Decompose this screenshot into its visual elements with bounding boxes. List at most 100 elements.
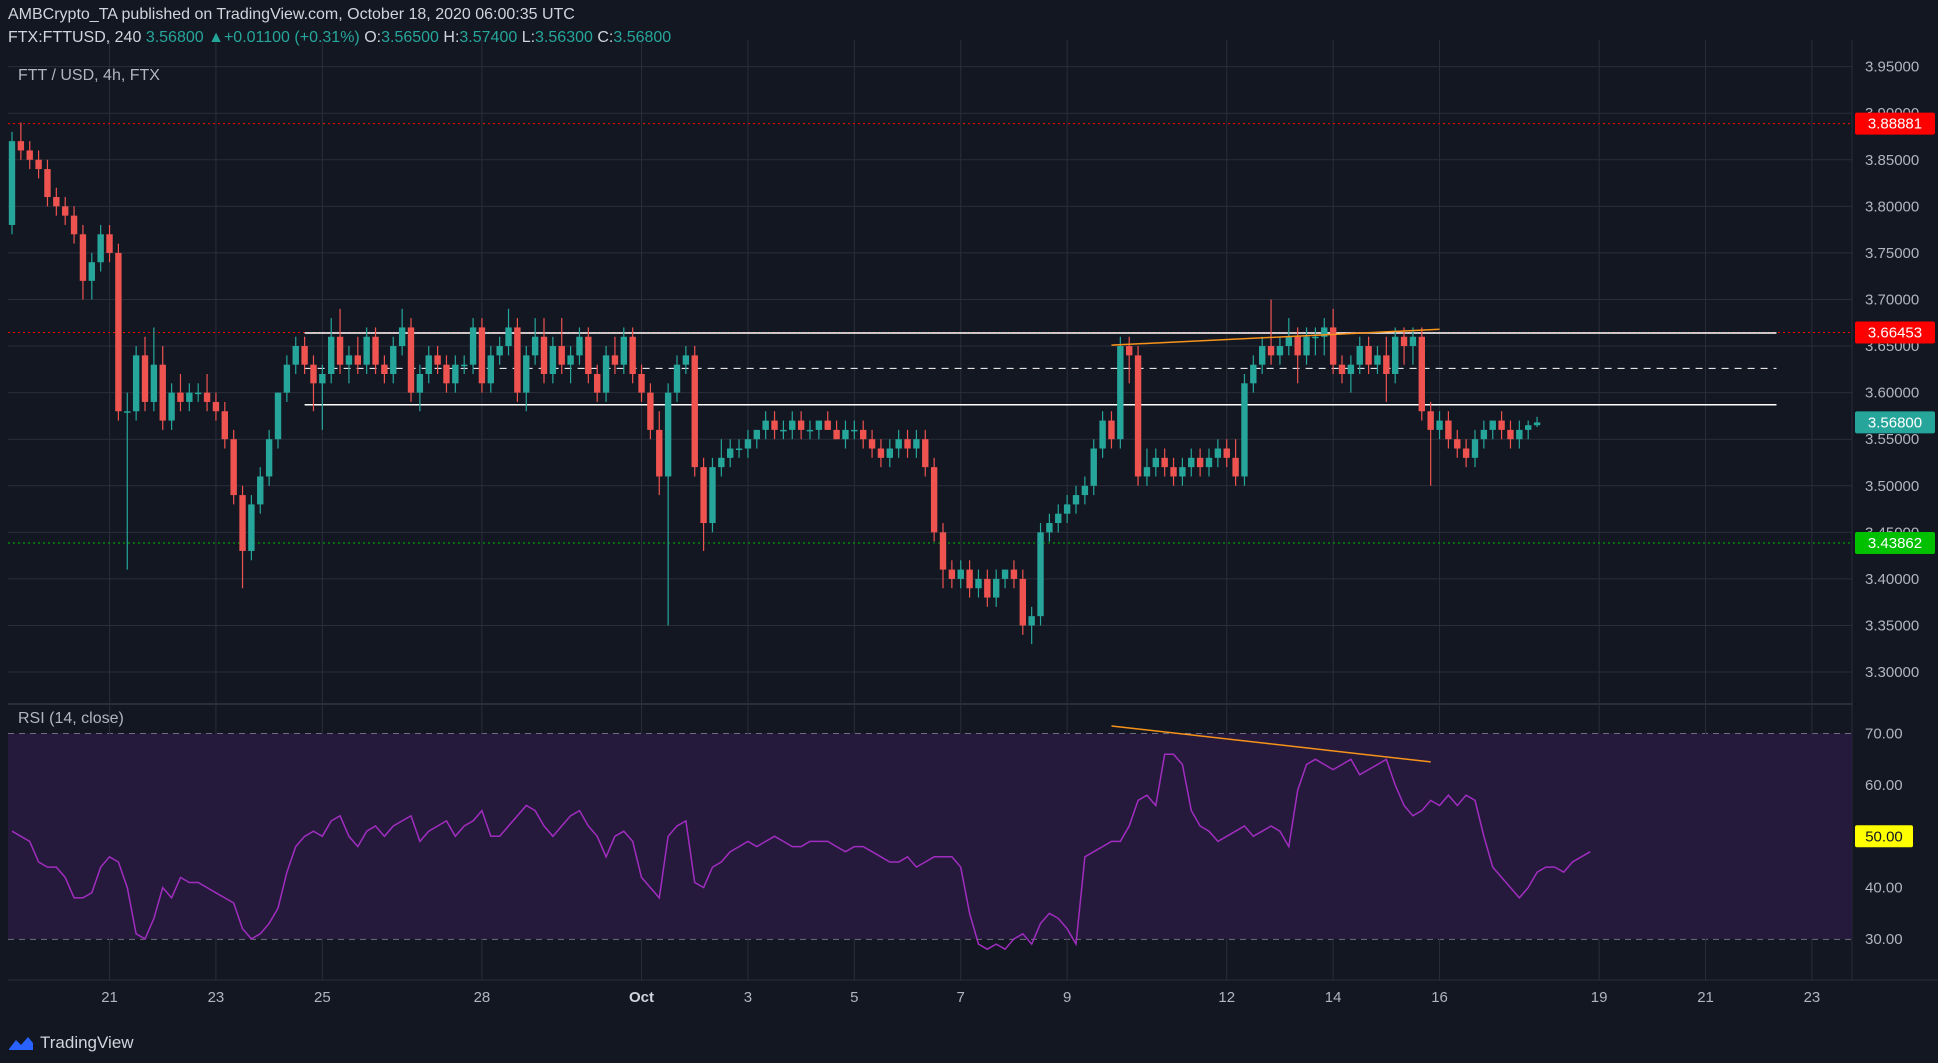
candle-body: [328, 336, 335, 374]
candle-body: [549, 346, 557, 374]
candle-body: [531, 336, 539, 356]
high-label: H:: [443, 29, 460, 46]
candle-body: [1285, 336, 1292, 347]
candle-body: [1383, 355, 1390, 374]
candle-body: [656, 429, 663, 477]
candle-body: [1046, 523, 1053, 533]
candle-body: [496, 346, 503, 356]
candle-body: [132, 355, 140, 412]
candle-body: [1392, 336, 1399, 374]
candle-body: [1010, 569, 1018, 579]
price-tick-label: 3.70000: [1865, 291, 1919, 308]
time-tick-label: 5: [850, 989, 858, 1006]
candle-body: [594, 374, 601, 393]
candle-body: [709, 467, 716, 524]
tradingview-logo[interactable]: TradingView: [8, 1033, 134, 1053]
candle-body: [1241, 383, 1248, 477]
candle-body: [26, 150, 33, 160]
candle-body: [195, 392, 202, 395]
price-axis-label-bg: [1855, 411, 1935, 434]
close-value: 3.56800: [613, 29, 672, 46]
candle-body: [177, 392, 184, 402]
candle-body: [1099, 420, 1106, 449]
candle-body: [824, 420, 831, 430]
candle-body: [354, 355, 361, 365]
price-tick-label: 3.40000: [1865, 571, 1919, 588]
candle-body: [1516, 429, 1523, 440]
candle-body: [1223, 448, 1230, 458]
candle-body: [1480, 429, 1488, 440]
candle-body: [434, 355, 441, 365]
candle-body: [585, 336, 592, 374]
candle-body: [505, 327, 512, 347]
tradingview-logo-text: TradingView: [40, 1033, 134, 1052]
rsi-band-fill: [8, 733, 1852, 939]
time-tick-label: 21: [1697, 989, 1714, 1006]
candle-body: [886, 448, 893, 458]
candle-body: [638, 374, 645, 393]
candle-body: [1170, 467, 1177, 477]
candle-body: [620, 336, 627, 365]
candle-body: [1445, 420, 1452, 440]
candle-body: [602, 355, 610, 393]
candle-body: [913, 439, 920, 449]
candle-body: [1374, 355, 1381, 365]
candle-body: [1196, 457, 1204, 468]
candle-body: [1063, 504, 1071, 514]
candle-body: [833, 429, 840, 440]
candle-body: [1303, 336, 1310, 356]
candle-body: [70, 215, 78, 235]
price-tick-label: 3.30000: [1865, 664, 1919, 681]
candle-body: [443, 364, 450, 384]
candle-body: [1232, 457, 1239, 477]
candle-body: [1507, 429, 1514, 440]
candle-body: [248, 504, 255, 551]
candle-body: [514, 327, 521, 393]
candle-body: [292, 346, 299, 365]
rsi-tick-label: 30.00: [1865, 931, 1903, 948]
candle-body: [212, 401, 220, 412]
rsi-tick-label: 70.00: [1865, 726, 1903, 743]
rsi-line: [11, 753, 1591, 951]
time-tick-label: 3: [744, 989, 752, 1006]
candle-body: [860, 429, 867, 440]
candle-body: [540, 336, 548, 374]
candle-body: [1471, 439, 1479, 458]
candle-body: [647, 392, 654, 430]
candle-body: [1267, 346, 1275, 356]
time-tick-label: 23: [1804, 989, 1821, 1006]
candle-body: [1019, 578, 1026, 626]
candle-body: [922, 439, 929, 468]
candle-body: [1205, 457, 1213, 468]
candle-body: [230, 439, 237, 496]
rsi-pane-title: RSI (14, close): [18, 710, 124, 727]
price-tick-label: 3.60000: [1865, 385, 1919, 402]
low-label: L:: [521, 29, 536, 46]
candle-body: [345, 355, 353, 365]
candle-body: [1329, 327, 1337, 365]
candle-body: [301, 346, 308, 365]
candle-body: [523, 355, 530, 393]
candle-body: [1409, 336, 1417, 347]
candle-body: [895, 439, 902, 449]
candle-body: [718, 457, 725, 468]
price-axis-label: 3.43862: [1868, 535, 1922, 552]
candle-body: [1462, 448, 1470, 458]
candle-body: [1276, 346, 1284, 356]
candle-body: [407, 327, 415, 393]
candle-body: [576, 336, 583, 356]
candle-body: [806, 429, 814, 432]
candle-body: [372, 336, 379, 365]
change-value: +0.01100 (+0.31%): [223, 29, 360, 46]
candle-body: [115, 252, 122, 412]
time-tick-label: 16: [1431, 989, 1448, 1006]
candle-body: [558, 346, 565, 365]
candle-body: [771, 420, 778, 430]
candle-body: [975, 578, 982, 589]
trend-lines: [1111, 328, 1440, 763]
rsi-tick-label: 40.00: [1865, 880, 1903, 897]
candle-body: [416, 374, 424, 393]
candle-body: [88, 262, 95, 281]
rsi-midline-label: 50.00: [1865, 828, 1903, 845]
